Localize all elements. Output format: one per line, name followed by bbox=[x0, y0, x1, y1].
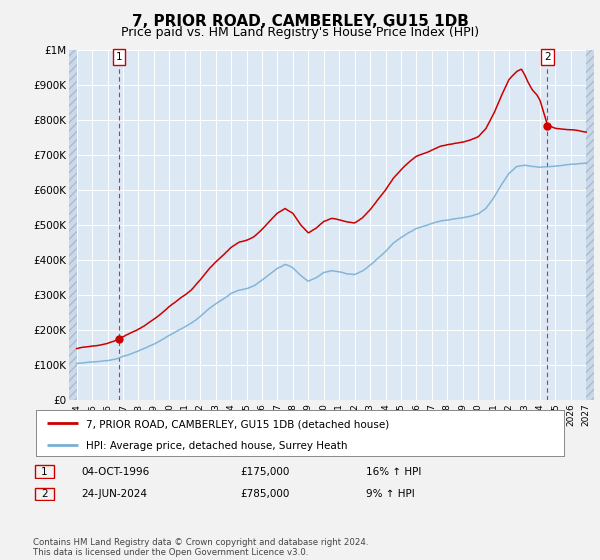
Bar bbox=[35, 488, 54, 500]
Text: 2: 2 bbox=[544, 53, 551, 62]
Text: Price paid vs. HM Land Registry's House Price Index (HPI): Price paid vs. HM Land Registry's House … bbox=[121, 26, 479, 39]
Text: 2: 2 bbox=[41, 489, 48, 499]
Text: 9% ↑ HPI: 9% ↑ HPI bbox=[366, 489, 415, 499]
Text: HPI: Average price, detached house, Surrey Heath: HPI: Average price, detached house, Surr… bbox=[86, 441, 347, 451]
Text: 1: 1 bbox=[116, 53, 122, 62]
Text: £175,000: £175,000 bbox=[240, 466, 289, 477]
Text: 16% ↑ HPI: 16% ↑ HPI bbox=[366, 466, 421, 477]
Text: Contains HM Land Registry data © Crown copyright and database right 2024.
This d: Contains HM Land Registry data © Crown c… bbox=[33, 538, 368, 557]
Text: £785,000: £785,000 bbox=[240, 489, 289, 499]
Text: 7, PRIOR ROAD, CAMBERLEY, GU15 1DB (detached house): 7, PRIOR ROAD, CAMBERLEY, GU15 1DB (deta… bbox=[86, 419, 389, 430]
Text: 04-OCT-1996: 04-OCT-1996 bbox=[81, 466, 149, 477]
Bar bbox=[35, 465, 54, 478]
Text: 1: 1 bbox=[41, 466, 48, 477]
Text: 24-JUN-2024: 24-JUN-2024 bbox=[81, 489, 147, 499]
Text: 7, PRIOR ROAD, CAMBERLEY, GU15 1DB: 7, PRIOR ROAD, CAMBERLEY, GU15 1DB bbox=[131, 14, 469, 29]
